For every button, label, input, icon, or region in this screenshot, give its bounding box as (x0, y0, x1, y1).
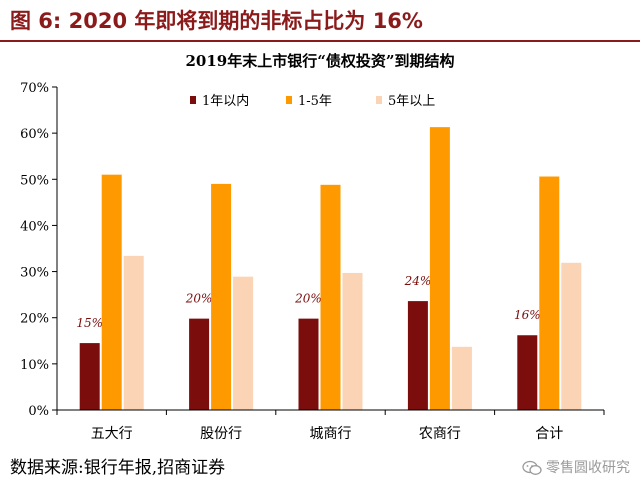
bar (561, 262, 582, 410)
source-note: 数据来源:银行年报,招商证券 (10, 458, 226, 478)
watermark-text: 零售圆收研究 (546, 460, 630, 476)
data-label: 24% (404, 274, 432, 288)
wechat-icon (522, 460, 542, 475)
y-tick-label: 50% (20, 173, 49, 188)
bar (451, 346, 472, 410)
x-tick-label: 农商行 (419, 426, 461, 442)
x-tick-label: 五大行 (91, 426, 133, 442)
y-tick-label: 10% (20, 358, 49, 373)
y-tick-label: 30% (20, 266, 49, 281)
y-tick-label: 20% (20, 312, 49, 327)
bar (79, 343, 100, 410)
y-tick-label: 40% (20, 219, 49, 234)
bar (211, 183, 232, 410)
bar (517, 335, 538, 410)
bar (407, 301, 428, 410)
legend-swatch (190, 96, 196, 104)
legend-label: 1年以内 (202, 93, 249, 109)
bar (101, 174, 122, 410)
watermark: 零售圆收研究 (522, 456, 630, 480)
chart-area: 2019年末上市银行“债权投资”到期结构 0% 10% 20% 30% 40% 50% 60%… (0, 44, 640, 451)
data-label: 20% (294, 292, 322, 306)
bar (189, 318, 210, 410)
bar (320, 184, 341, 410)
chart-title: 2019年末上市银行“债权投资”到期结构 (185, 52, 454, 70)
legend-swatch (286, 96, 292, 104)
bar (342, 272, 363, 410)
y-tick-label: 0% (28, 404, 49, 419)
title-divider (0, 40, 640, 42)
data-label: 15% (76, 316, 103, 330)
bar (233, 276, 254, 410)
legend-label: 1-5年 (298, 94, 332, 109)
x-tick-label: 股份行 (200, 426, 242, 442)
bar (539, 176, 560, 410)
y-tick-label: 60% (20, 127, 49, 142)
x-tick-label: 城商行 (310, 426, 352, 442)
bar (429, 127, 450, 410)
y-tick-label: 70% (20, 81, 49, 96)
bar-chart: 2019年末上市银行“债权投资”到期结构 0% 10% 20% 30% 40% 50% 60%… (20, 52, 605, 442)
bar (298, 318, 319, 410)
bar (123, 255, 144, 410)
figure-title: 图 6: 2020 年即将到期的非标占比为 16% (10, 9, 423, 33)
data-label: 20% (185, 292, 213, 306)
x-tick-label: 合计 (535, 426, 563, 442)
legend-label: 5年以上 (388, 94, 435, 109)
legend-swatch (376, 96, 382, 104)
data-label: 16% (514, 308, 541, 322)
